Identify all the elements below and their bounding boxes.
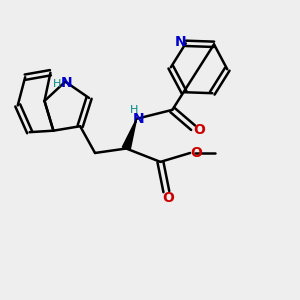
Text: N: N: [133, 112, 145, 126]
Text: N: N: [61, 76, 73, 90]
Polygon shape: [122, 119, 136, 150]
Text: O: O: [162, 191, 174, 205]
Text: N: N: [175, 35, 186, 50]
Text: H: H: [53, 79, 61, 89]
Text: O: O: [194, 123, 206, 137]
Text: H: H: [130, 106, 138, 116]
Text: O: O: [191, 146, 203, 160]
